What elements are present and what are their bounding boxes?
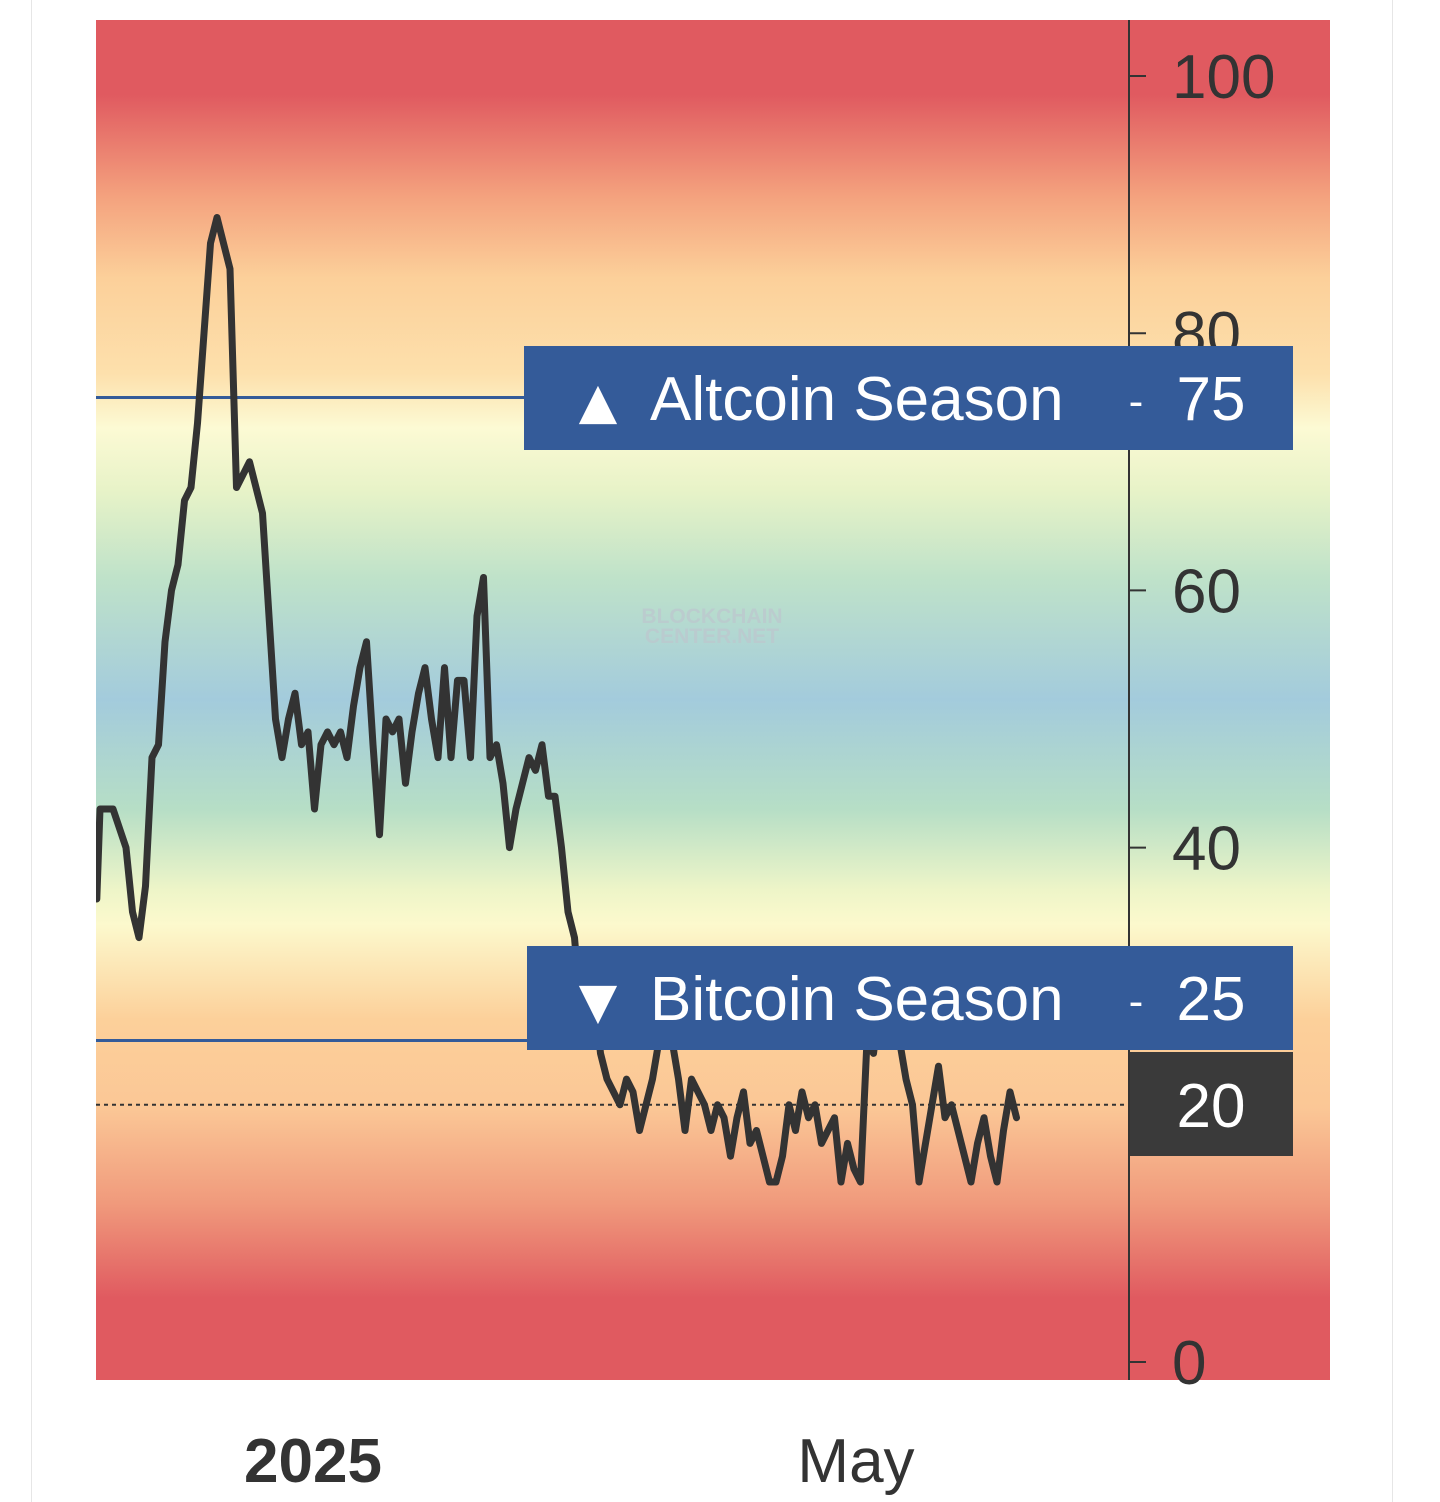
threshold-label-box-0 — [524, 346, 1293, 450]
threshold-value-1: 25 — [1177, 965, 1246, 1034]
triangle-down-icon: ▼ — [579, 972, 618, 1030]
y-tick-label: 60 — [1172, 557, 1241, 626]
current-value-badge: 20 — [1130, 1052, 1293, 1156]
threshold-separator-1: - — [1129, 977, 1144, 1026]
series-line — [96, 214, 1020, 1186]
watermark-line-2: CENTER.NET — [645, 625, 779, 648]
watermark: BLOCKCHAIN CENTER.NET — [641, 605, 782, 648]
x-tick-label: May — [797, 1427, 914, 1496]
threshold-label-box-1 — [527, 946, 1293, 1050]
plot-background — [96, 20, 1330, 1380]
threshold-labels: ▲ Altcoin Season -75▼ Bitcoin Season -25 — [524, 346, 1293, 1050]
x-axis: 2025 May — [244, 1427, 915, 1496]
frame-right-border — [1392, 0, 1393, 1502]
current-value-label: 20 — [1177, 1072, 1246, 1141]
threshold-name-0: Altcoin Season — [650, 365, 1064, 434]
threshold-separator-0: - — [1129, 377, 1144, 426]
current-value-box — [1130, 1052, 1293, 1156]
x-tick-label: 2025 — [244, 1427, 382, 1496]
y-tick-label: 0 — [1172, 1329, 1206, 1398]
triangle-up-icon: ▲ — [579, 372, 618, 430]
threshold-name-1: Bitcoin Season — [650, 965, 1064, 1034]
threshold-value-0: 75 — [1177, 365, 1246, 434]
frame-left-border — [31, 0, 32, 1502]
y-tick-label: 100 — [1172, 43, 1275, 112]
watermark-line-1: BLOCKCHAIN — [641, 605, 782, 628]
y-tick-label: 40 — [1172, 815, 1241, 884]
